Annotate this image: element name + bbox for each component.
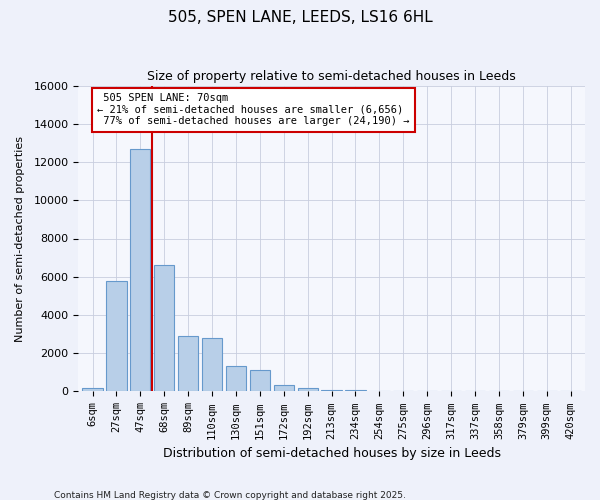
Bar [274,385,294,392]
Text: Contains HM Land Registry data © Crown copyright and database right 2025.: Contains HM Land Registry data © Crown c… [54,490,406,500]
Bar [202,338,222,392]
Bar [106,280,127,392]
Text: 505 SPEN LANE: 70sqm
← 21% of semi-detached houses are smaller (6,656)
 77% of s: 505 SPEN LANE: 70sqm ← 21% of semi-detac… [97,93,410,126]
Bar [226,366,246,392]
Text: 505, SPEN LANE, LEEDS, LS16 6HL: 505, SPEN LANE, LEEDS, LS16 6HL [167,10,433,25]
Y-axis label: Number of semi-detached properties: Number of semi-detached properties [15,136,25,342]
Bar [250,370,270,392]
Bar [298,388,318,392]
Bar [178,336,199,392]
Title: Size of property relative to semi-detached houses in Leeds: Size of property relative to semi-detach… [147,70,516,83]
Bar [346,390,365,392]
X-axis label: Distribution of semi-detached houses by size in Leeds: Distribution of semi-detached houses by … [163,447,500,460]
Bar [82,388,103,392]
Bar [322,390,342,392]
Bar [130,148,151,392]
Bar [154,266,175,392]
